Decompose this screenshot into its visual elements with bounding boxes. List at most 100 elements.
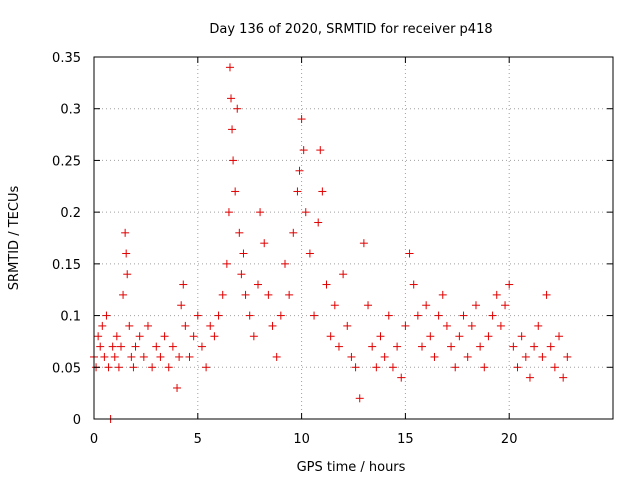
data-point [112, 332, 121, 341]
data-point [156, 352, 165, 361]
data-point [152, 342, 161, 351]
data-point [471, 301, 480, 310]
data-point [351, 363, 360, 372]
data-point [210, 332, 219, 341]
data-point [116, 342, 125, 351]
data-point [525, 373, 534, 382]
data-point [293, 187, 302, 196]
data-point [447, 342, 456, 351]
y-tick-label: 0.1 [60, 310, 81, 325]
data-point [326, 332, 335, 341]
data-point [121, 228, 130, 237]
data-point [276, 311, 285, 320]
data-point [334, 342, 343, 351]
data-point [376, 332, 385, 341]
data-point [426, 332, 435, 341]
data-point [434, 311, 443, 320]
data-point [339, 270, 348, 279]
data-point [235, 228, 244, 237]
data-point [254, 280, 263, 289]
data-point [405, 249, 414, 258]
data-point [229, 156, 238, 165]
data-point [451, 363, 460, 372]
data-point [96, 342, 105, 351]
data-point [173, 383, 182, 392]
data-point [206, 321, 215, 330]
data-point [413, 311, 422, 320]
data-point [455, 332, 464, 341]
data-point [268, 321, 277, 330]
data-point [330, 301, 339, 310]
data-point [488, 311, 497, 320]
data-point [530, 342, 539, 351]
data-point [114, 363, 123, 372]
data-point [231, 187, 240, 196]
data-point [119, 290, 128, 299]
data-point [476, 342, 485, 351]
data-point [359, 239, 368, 248]
y-tick-label: 0.25 [52, 154, 81, 169]
data-point [239, 249, 248, 258]
data-point [310, 311, 319, 320]
data-point [509, 342, 518, 351]
data-point [372, 363, 381, 372]
data-points [90, 63, 572, 423]
x-axis-label: GPS time / hours [297, 460, 406, 475]
data-point [364, 301, 373, 310]
y-tick-label: 0.05 [52, 361, 81, 376]
data-point [131, 342, 140, 351]
x-tick-label: 20 [501, 432, 518, 447]
data-point [214, 311, 223, 320]
x-tick-label: 10 [293, 432, 310, 447]
data-point [314, 218, 323, 227]
data-point [542, 290, 551, 299]
data-point [534, 321, 543, 330]
data-point [559, 373, 568, 382]
data-point [175, 352, 184, 361]
data-point [241, 290, 250, 299]
data-point [318, 187, 327, 196]
data-point [301, 208, 310, 217]
data-point [459, 311, 468, 320]
data-point [225, 63, 234, 72]
y-tick-label: 0.15 [52, 258, 81, 273]
data-point [189, 332, 198, 341]
data-point [550, 363, 559, 372]
data-point [100, 352, 109, 361]
data-point [122, 249, 131, 258]
data-point [245, 311, 254, 320]
data-point [299, 146, 308, 155]
data-point [123, 270, 132, 279]
data-point [384, 311, 393, 320]
data-point [521, 352, 530, 361]
y-tick-label: 0.2 [60, 206, 81, 221]
data-point [227, 94, 236, 103]
chart-title: Day 136 of 2020, SRMTID for receiver p41… [209, 22, 492, 37]
data-point [463, 352, 472, 361]
data-point [202, 363, 211, 372]
data-point [501, 301, 510, 310]
data-point [148, 363, 157, 372]
data-point [368, 342, 377, 351]
y-axis-label: SRMTID / TECUs [7, 186, 22, 291]
x-tick-label: 15 [397, 432, 414, 447]
data-point [401, 321, 410, 330]
y-tick-label: 0 [73, 413, 81, 428]
data-point [181, 321, 190, 330]
data-point [546, 342, 555, 351]
data-point [517, 332, 526, 341]
data-point [316, 146, 325, 155]
data-point [295, 166, 304, 175]
data-point [289, 228, 298, 237]
data-point [393, 342, 402, 351]
data-point [228, 125, 237, 134]
data-point [179, 280, 188, 289]
data-point [538, 352, 547, 361]
data-point [322, 280, 331, 289]
plot-frame [93, 56, 614, 420]
data-point [139, 352, 148, 361]
data-point [102, 311, 111, 320]
data-point [218, 290, 227, 299]
axis-ticks [93, 56, 613, 420]
